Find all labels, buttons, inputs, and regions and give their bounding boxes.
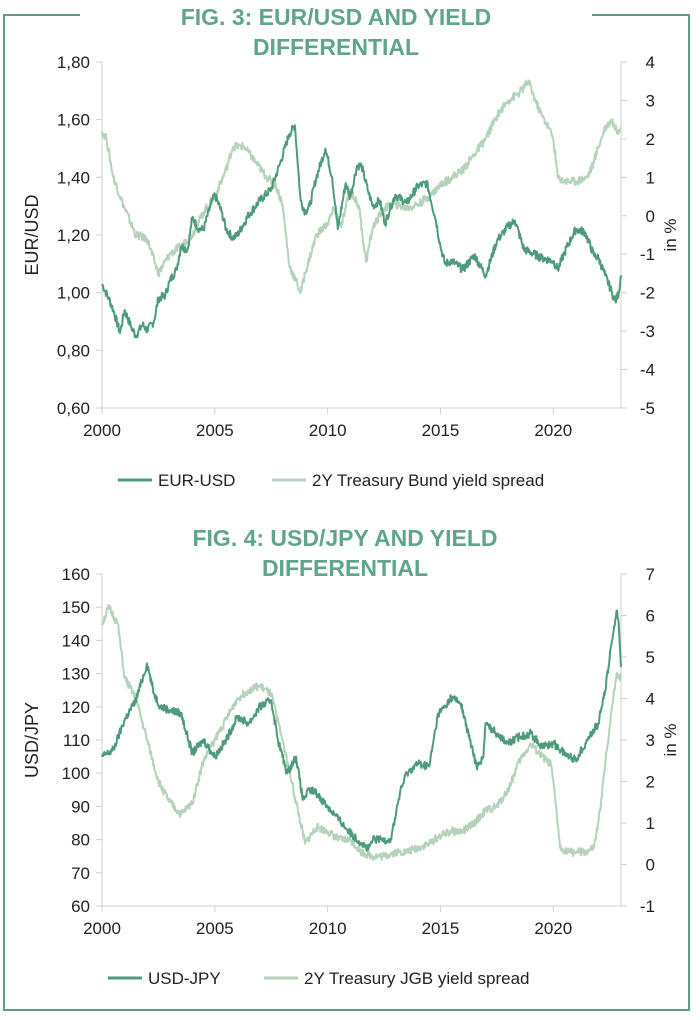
- chart-1-y2-tick-label: 3: [646, 91, 655, 110]
- chart-2-y2-tick-label: 7: [646, 565, 655, 584]
- chart-1-y2-axis-label: in %: [661, 218, 680, 251]
- chart-2-x-tick-label: 2000: [83, 919, 121, 938]
- chart-2-title-line-2: DIFFERENTIAL: [262, 555, 428, 581]
- chart-1-title-line-2: DIFFERENTIAL: [253, 34, 419, 60]
- chart-2-x-tick-label: 2020: [534, 919, 572, 938]
- chart-2-y2-axis-label: in %: [661, 723, 680, 756]
- chart-2-y2-tick-label: 1: [646, 814, 655, 833]
- chart-2-series-line-primary: [101, 609, 622, 852]
- chart-2-y-tick-label: 60: [71, 897, 90, 916]
- chart-2-y2-tick-label: 5: [646, 648, 655, 667]
- chart-2-y2-tick-label: 0: [646, 856, 655, 875]
- chart-1-y-axis-label: EUR/USD: [22, 194, 42, 275]
- chart-2-title-line-1: FIG. 4: USD/JPY AND YIELD: [192, 525, 497, 551]
- chart-2-y2-tick-label: 6: [646, 607, 655, 626]
- chart-2-legend-label-jgb-spread: 2Y Treasury JGB yield spread: [304, 969, 530, 988]
- chart-2-x-tick-label: 2015: [422, 919, 460, 938]
- chart-1-y2-tick-label: -3: [640, 322, 655, 341]
- chart-1-x-tick-label: 2000: [83, 421, 121, 440]
- chart-1-y2-tick-label: -5: [640, 399, 655, 418]
- chart-2-y2-tick-label: 2: [646, 773, 655, 792]
- chart-1-y-tick-label: 1,00: [57, 284, 90, 303]
- chart-1-y-tick-label: 1,80: [57, 53, 90, 72]
- chart-2-series-line-secondary: [101, 603, 622, 861]
- chart-1-y-tick-label: 1,40: [57, 168, 90, 187]
- chart-2-y-tick-label: 110: [63, 731, 90, 750]
- title-2-backdrop: [170, 524, 520, 582]
- chart-1-legend-label-eur-usd: EUR-USD: [158, 471, 235, 490]
- chart-1-y-tick-label: 0,60: [57, 399, 90, 418]
- chart-2-y-tick-label: 90: [71, 797, 90, 816]
- chart-2-y-tick-label: 80: [71, 831, 90, 850]
- chart-1-y2-tick-label: 2: [646, 130, 655, 149]
- chart-1-title-line-1: FIG. 3: EUR/USD AND YIELD: [181, 4, 492, 30]
- chart-1-y2-tick-label: -2: [640, 284, 655, 303]
- chart-1-y-tick-label: 0,80: [57, 341, 90, 360]
- chart-1-x-tick-label: 2015: [422, 421, 460, 440]
- chart-2-y2-tick-label: 3: [646, 731, 655, 750]
- figure-frame: [3, 14, 690, 1011]
- chart-2-y-tick-label: 160: [62, 565, 90, 584]
- chart-1-x-tick-label: 2010: [309, 421, 347, 440]
- chart-1-y-tick-label: 1,20: [57, 226, 90, 245]
- chart-1-plot: 1,80 1,60 1,40 1,20 1,00 0,80 0,60 4 3 2 1 0 -1 -2 -3 -…: [57, 53, 655, 440]
- chart-2-y2-tick-label: 4: [646, 690, 655, 709]
- chart-2-y-tick-label: 150: [62, 598, 90, 617]
- chart-1-y2-tick-label: 0: [646, 207, 655, 226]
- title-1-backdrop: [80, 5, 592, 29]
- chart-1-series-line-primary: [101, 124, 622, 339]
- chart-2-y2-tick-label: -1: [640, 897, 655, 916]
- chart-1-x-tick-label: 2020: [534, 421, 572, 440]
- chart-1-y2-tick-label: 4: [646, 53, 655, 72]
- chart-1-x-tick-label: 2005: [196, 421, 234, 440]
- chart-1-y-tick-label: 1,60: [57, 111, 90, 130]
- chart-2-y-tick-label: 100: [62, 764, 90, 783]
- chart-2-y-axis-label: USD/JPY: [22, 702, 42, 778]
- chart-2-legend-label-usd-jpy: USD-JPY: [148, 969, 221, 988]
- chart-2-x-tick-label: 2005: [196, 919, 234, 938]
- chart-2-y-tick-label: 70: [71, 864, 90, 883]
- chart-1-y2-tick-label: -1: [640, 245, 655, 264]
- chart-2-y-tick-label: 140: [62, 631, 90, 650]
- chart-2-x-tick-label: 2010: [309, 919, 347, 938]
- chart-1-legend-label-bund-spread: 2Y Treasury Bund yield spread: [312, 471, 544, 490]
- chart-2-plot: 160 150 140 130 120 110 100 90 80 70 60 7 6 5 4 3 2 1 0 -1 2…: [62, 565, 655, 938]
- chart-1-y2-tick-label: -4: [640, 361, 655, 380]
- chart-2-y-tick-label: 120: [62, 698, 90, 717]
- chart-1-y2-tick-label: 1: [646, 168, 655, 187]
- chart-2-y-tick-label: 130: [62, 665, 90, 684]
